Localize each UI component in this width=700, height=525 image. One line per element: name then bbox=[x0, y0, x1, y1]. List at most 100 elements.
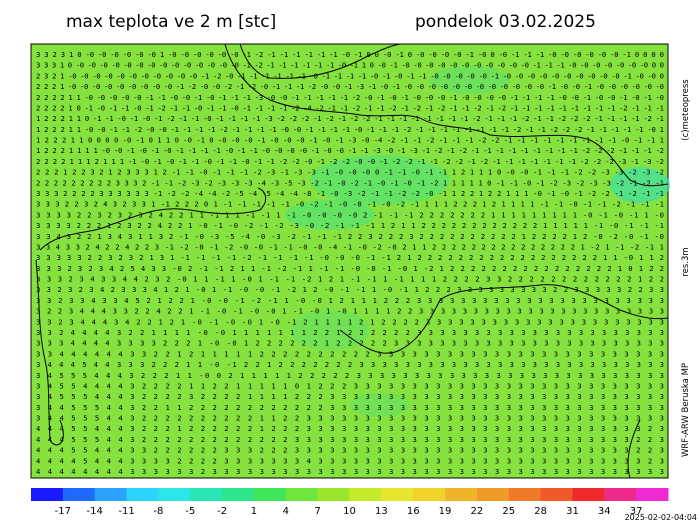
colorbar-swatch bbox=[604, 488, 637, 501]
value-row: 3 3 3 4 4 4 4 3 3 3 3 2 2 2 1 -0 -0 1 2 … bbox=[36, 339, 664, 348]
value-row: 3 3 3 2 2 2 2 3 3 3 3 3 3 -1 -2 -2 -4 -4… bbox=[36, 189, 664, 198]
colorbar-swatch bbox=[253, 488, 287, 501]
value-row: 3 3 2 3 3 4 3 3 4 5 2 1 2 2 1 -0 -0 -1 -… bbox=[36, 296, 664, 305]
colorbar-swatch bbox=[508, 488, 542, 501]
value-row: 3 3 3 2 3 4 3 3 4 4 2 3 2 -0 1 1 -1 1 -0… bbox=[36, 275, 664, 284]
cold-patch bbox=[350, 393, 410, 417]
value-row: 2 2 2 2 2 2 2 2 2 3 3 3 2 -1 -1 -2 -3 -2… bbox=[36, 178, 664, 187]
colorbar-label: 7 bbox=[314, 506, 320, 517]
cold-patch bbox=[610, 167, 670, 203]
colorbar-label: 19 bbox=[439, 506, 452, 517]
copyright-label: (c)meteopress bbox=[681, 79, 691, 141]
value-row: 3 4 4 5 5 5 4 4 3 2 2 1 1 2 2 2 2 2 2 2 … bbox=[36, 403, 664, 412]
value-row: 3 3 3 3 2 2 2 1 2 3 2 2 4 2 2 1 -0 -1 -0… bbox=[36, 221, 664, 230]
cold-patch bbox=[310, 155, 450, 205]
colorbar-label: 31 bbox=[566, 506, 579, 517]
value-row: 3 3 3 2 3 2 3 4 2 5 4 3 3 -0 2 -1 -1 2 1… bbox=[36, 264, 664, 273]
value-grid: 3 3 2 3 1 0 -0 -0 -0 -0 -0 -0 1 -0 -0 -0… bbox=[36, 50, 664, 476]
colorbar-swatch bbox=[381, 488, 414, 501]
map-date: pondelok 03.02.2025 bbox=[415, 12, 596, 32]
cold-patch bbox=[285, 200, 375, 230]
colorbar-swatch bbox=[445, 488, 478, 501]
value-row: 1 2 2 2 1 1 1 1 -0 -0 -1 -0 -1 -0 -1 -1 … bbox=[36, 146, 664, 155]
colorbar-swatch bbox=[572, 488, 605, 501]
colorbar-swatch bbox=[540, 488, 573, 501]
border-line bbox=[339, 284, 669, 354]
colorbar-swatch bbox=[285, 488, 319, 501]
colorbar-label: 4 bbox=[283, 506, 289, 517]
value-row: 4 4 4 4 5 4 4 4 3 3 3 3 2 2 2 2 3 3 3 3 … bbox=[36, 456, 664, 465]
colorbar-swatch bbox=[31, 488, 64, 501]
colorbar-swatch bbox=[413, 488, 446, 501]
colorbar-label: 25 bbox=[502, 506, 515, 517]
colorbar-swatch bbox=[222, 488, 255, 501]
value-row: 3 3 3 3 2 2 3 2 3 2 3 2 4 2 2 1 1 -1 1 1… bbox=[36, 210, 664, 219]
value-row: 3 4 5 5 5 4 4 4 3 2 2 2 2 3 2 2 2 2 1 1 … bbox=[36, 392, 664, 401]
cold-patch bbox=[290, 310, 370, 350]
colorbar-swatch bbox=[62, 488, 96, 501]
colorbar-label: 37 bbox=[630, 506, 643, 517]
border-line bbox=[239, 43, 401, 79]
colorbar: -17 -14 -11 -8 -5 -2 1 4 7 10 13 16 19 22 25 28 31 34 37 bbox=[31, 488, 669, 517]
colorbar-label: 22 bbox=[471, 506, 484, 517]
colorbar-swatch bbox=[126, 488, 159, 501]
value-row: 2 2 2 1 -0 -0 -0 -0 -0 -0 -0 -0 -0 -1 -2… bbox=[36, 82, 664, 91]
value-row: 3 3 4 3 3 2 4 2 2 4 2 2 3 -1 -2 -0 -1 -2… bbox=[36, 242, 664, 251]
colorbar-swatch bbox=[94, 488, 128, 501]
value-row: 3 4 4 4 5 4 4 3 3 3 2 2 2 1 1 -0 -1 2 2 … bbox=[36, 360, 664, 369]
colorbar-label: -5 bbox=[185, 506, 195, 517]
colorbar-label: 1 bbox=[251, 506, 257, 517]
border-line bbox=[35, 259, 64, 446]
colorbar-swatch bbox=[476, 488, 510, 501]
value-row: 3 3 2 3 4 4 4 3 4 2 2 1 2 1 -0 -1 -0 -0 … bbox=[36, 317, 664, 326]
map-title: max teplota ve 2 m [stc] bbox=[66, 12, 276, 32]
colorbar-label: 16 bbox=[407, 506, 420, 517]
border-line bbox=[627, 419, 641, 479]
cold-patch bbox=[430, 66, 510, 94]
value-row: 4 4 4 5 5 5 4 4 3 2 2 2 2 2 2 2 2 2 2 2 … bbox=[36, 435, 664, 444]
value-row: 2 2 2 1 2 2 3 2 1 2 3 3 3 1 2 -1 -1 -0 -… bbox=[36, 168, 664, 177]
map-area: 3 3 2 3 1 0 -0 -0 -0 -0 -0 -0 1 -0 -0 -0… bbox=[30, 43, 670, 479]
colorbar-label: 13 bbox=[375, 506, 388, 517]
value-row: 3 3 2 3 1 0 -0 -0 -0 -0 -0 -0 1 -0 -0 -0… bbox=[36, 50, 664, 59]
border-line bbox=[39, 187, 267, 251]
colorbar-swatch bbox=[190, 488, 223, 501]
value-row: 3 3 3 1 0 -0 -0 -0 -0 -0 -0 -0 -0 -0 -0 … bbox=[36, 61, 664, 70]
value-row: 3 2 2 3 4 4 4 3 3 2 2 4 2 2 1 -1 -0 -1 -… bbox=[36, 307, 664, 316]
colorbar-label: -11 bbox=[118, 506, 134, 517]
value-row: 2 3 2 1 -0 -0 -0 -0 -0 -0 -0 -0 -0 -0 -0… bbox=[36, 71, 664, 80]
value-row: 3 3 4 4 4 4 4 4 3 3 2 2 1 2 1 1 1 1 1 2 … bbox=[36, 349, 664, 358]
colorbar-swatch bbox=[317, 488, 350, 501]
colorbar-label: 10 bbox=[343, 506, 356, 517]
colorbar-label: -8 bbox=[153, 506, 163, 517]
value-row: 3 4 5 5 5 4 4 4 3 2 2 2 1 1 -0 0 2 1 1 1… bbox=[36, 371, 664, 380]
value-row: 3 3 3 2 2 3 2 4 3 2 3 3 1 -1 2 2 2 0 1 -… bbox=[36, 200, 664, 209]
colorbar-label: -2 bbox=[217, 506, 227, 517]
colorbar-label: -17 bbox=[55, 506, 71, 517]
value-row: 2 2 2 2 1 1 -0 -0 -0 -0 -0 -1 -1 -0 -0 -… bbox=[36, 93, 664, 102]
value-row: 1 2 2 2 1 1 -0 -0 -1 -1 -2 -0 -0 -1 -1 -… bbox=[36, 125, 664, 134]
colorbar-swatch bbox=[636, 488, 669, 501]
value-row: 4 4 4 5 5 4 4 4 3 3 2 2 2 2 2 2 3 3 3 2 … bbox=[36, 446, 664, 455]
colorbar-label: 34 bbox=[598, 506, 611, 517]
resolution-label: res.3m bbox=[681, 247, 691, 276]
model-label: WRF-ARW Beruska MP bbox=[681, 363, 691, 457]
colorbar-swatch bbox=[349, 488, 382, 501]
value-row: 3 3 2 4 4 4 4 3 2 2 1 1 1 1 -0 -0 1 1 1 … bbox=[36, 328, 664, 337]
value-row: 3 3 2 3 2 3 4 2 3 3 3 4 1 2 1 -0 1 -1 -0… bbox=[36, 285, 664, 294]
value-row: 3 4 4 5 5 5 4 4 3 2 2 2 2 2 2 2 2 2 2 1 … bbox=[36, 414, 664, 423]
value-row: 4 4 4 4 4 4 4 4 3 3 3 3 3 3 2 3 3 3 3 3 … bbox=[36, 467, 664, 476]
colorbar-label: -14 bbox=[87, 506, 103, 517]
timestamp: 2025-02-02-04:04 bbox=[625, 513, 697, 522]
value-row: 1 2 2 2 1 1 0 -1 -1 -0 -1 -0 -1 -2 -1 -1… bbox=[36, 114, 664, 123]
value-row: 2 2 2 2 1 1 1 2 1 1 1 -1 -0 -1 -0 -1 -1 … bbox=[36, 157, 664, 166]
colorbar-label: 28 bbox=[534, 506, 547, 517]
border-line bbox=[224, 43, 669, 187]
value-row: 3 4 5 5 4 4 4 4 3 2 2 2 2 1 1 2 2 1 1 1 … bbox=[36, 381, 664, 390]
value-row: 3 3 3 3 3 2 2 3 2 3 2 1 3 1 -1 -1 -1 -1 … bbox=[36, 253, 664, 262]
value-row: 4 4 4 5 5 4 4 4 3 2 2 2 1 2 2 2 2 2 2 1 … bbox=[36, 424, 664, 433]
colorbar-swatch bbox=[158, 488, 191, 501]
value-row: 3 3 4 3 2 2 1 3 4 3 1 1 3 2 -1 -0 -3 -5 … bbox=[36, 232, 664, 241]
map-background bbox=[30, 43, 669, 479]
